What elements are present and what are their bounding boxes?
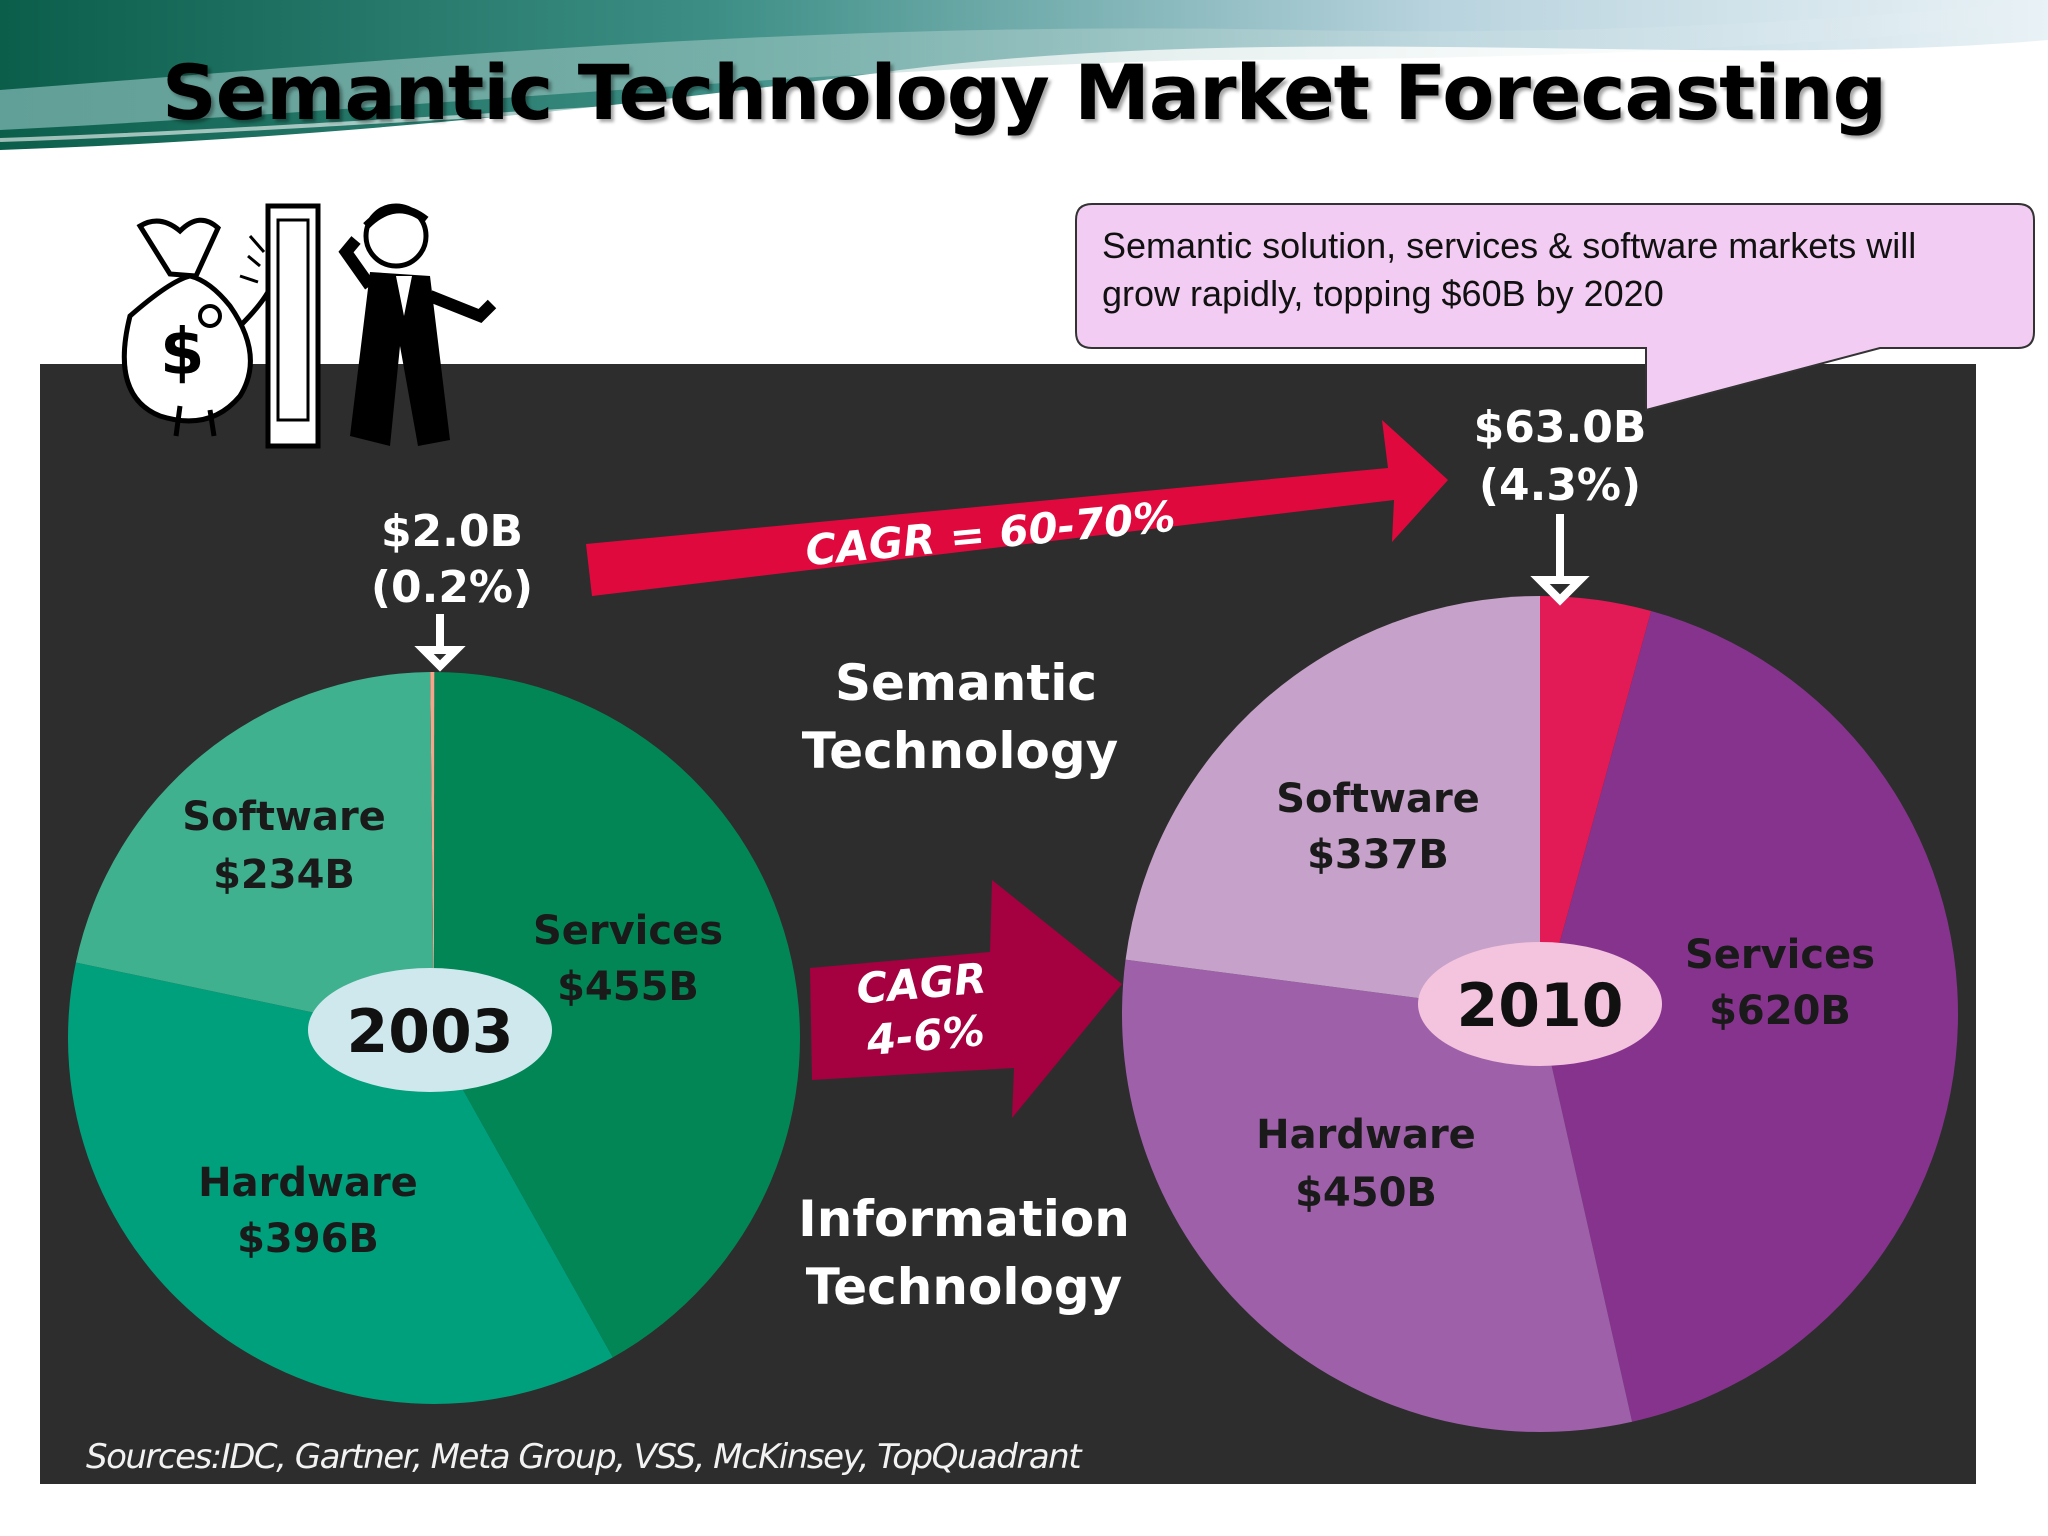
pie-2010-slice-hardware [1122,959,1633,1433]
semantic-technology-label-line2: Technology [802,722,1118,780]
pie-2010-label-hardware: Hardware [1256,1112,1476,1158]
year-badge-2003 [308,968,552,1092]
callout-2003-value: $2.0B [381,506,523,557]
pie-2003-value-services: $455B [557,964,699,1010]
pie-2003-value-hardware: $396B [237,1216,379,1262]
callout-text: Semantic solution, services & software m… [1102,222,2012,318]
pie-2010-label-software: Software [1276,776,1480,822]
it-cagr-label-line2: 4-6% [864,1006,987,1065]
pie-2010-slice-software [1125,596,1540,1014]
pie-2010-label-services: Services [1685,932,1875,978]
pie-2003-slice-semantic [430,671,435,1038]
it-cagr-label-line1: CAGR [854,953,988,1013]
semantic-technology-label-line1: Semantic [835,654,1097,712]
it-cagr-arrow [810,880,1122,1118]
pie-2010-value-software: $337B [1307,832,1449,878]
pie-2003-slice-software [75,672,435,1038]
pie-2003-label-hardware: Hardware [198,1160,418,1206]
money-bag-cartoon-icon: $ [121,203,497,449]
svg-text:$: $ [160,316,205,390]
callout-2003-arrow [414,614,466,672]
information-technology-label-line2: Technology [806,1258,1122,1316]
pie-2010-value-hardware: $450B [1295,1170,1437,1216]
year-label-2010: 2010 [1457,971,1624,1041]
callout-2010-value: $63.0B [1474,402,1647,453]
callout-text-line2: grow rapidly, topping $60B by 2020 [1102,273,1664,314]
pie-2003-value-software: $234B [213,852,355,898]
header-swoosh-decoration [0,0,2048,150]
pie-2010-slice-services [1540,611,1959,1422]
semantic-cagr-arrow [586,420,1448,596]
callout-2010-share: (4.3%) [1479,460,1641,511]
pie-2003-slice-hardware [68,962,613,1404]
callout-2003-share: (0.2%) [371,562,533,613]
pie-2003-label-services: Services [533,908,723,954]
pie-2010-slice-semantic [1540,596,1652,1014]
pie-2010-value-services: $620B [1709,988,1851,1034]
callout-text-line1: Semantic solution, services & software m… [1102,225,1917,266]
pie-2003-label-software: Software [182,794,386,840]
year-badge-2010 [1418,942,1662,1066]
sources-note: Sources:IDC, Gartner, Meta Group, VSS, M… [86,1437,1083,1477]
information-technology-label-line1: Information [798,1190,1130,1248]
pie-2003-slice-services [434,672,800,1358]
year-label-2003: 2003 [347,997,514,1067]
callout-2010-arrow [1530,514,1590,606]
page-title: Semantic Technology Market Forecasting [162,48,1887,137]
